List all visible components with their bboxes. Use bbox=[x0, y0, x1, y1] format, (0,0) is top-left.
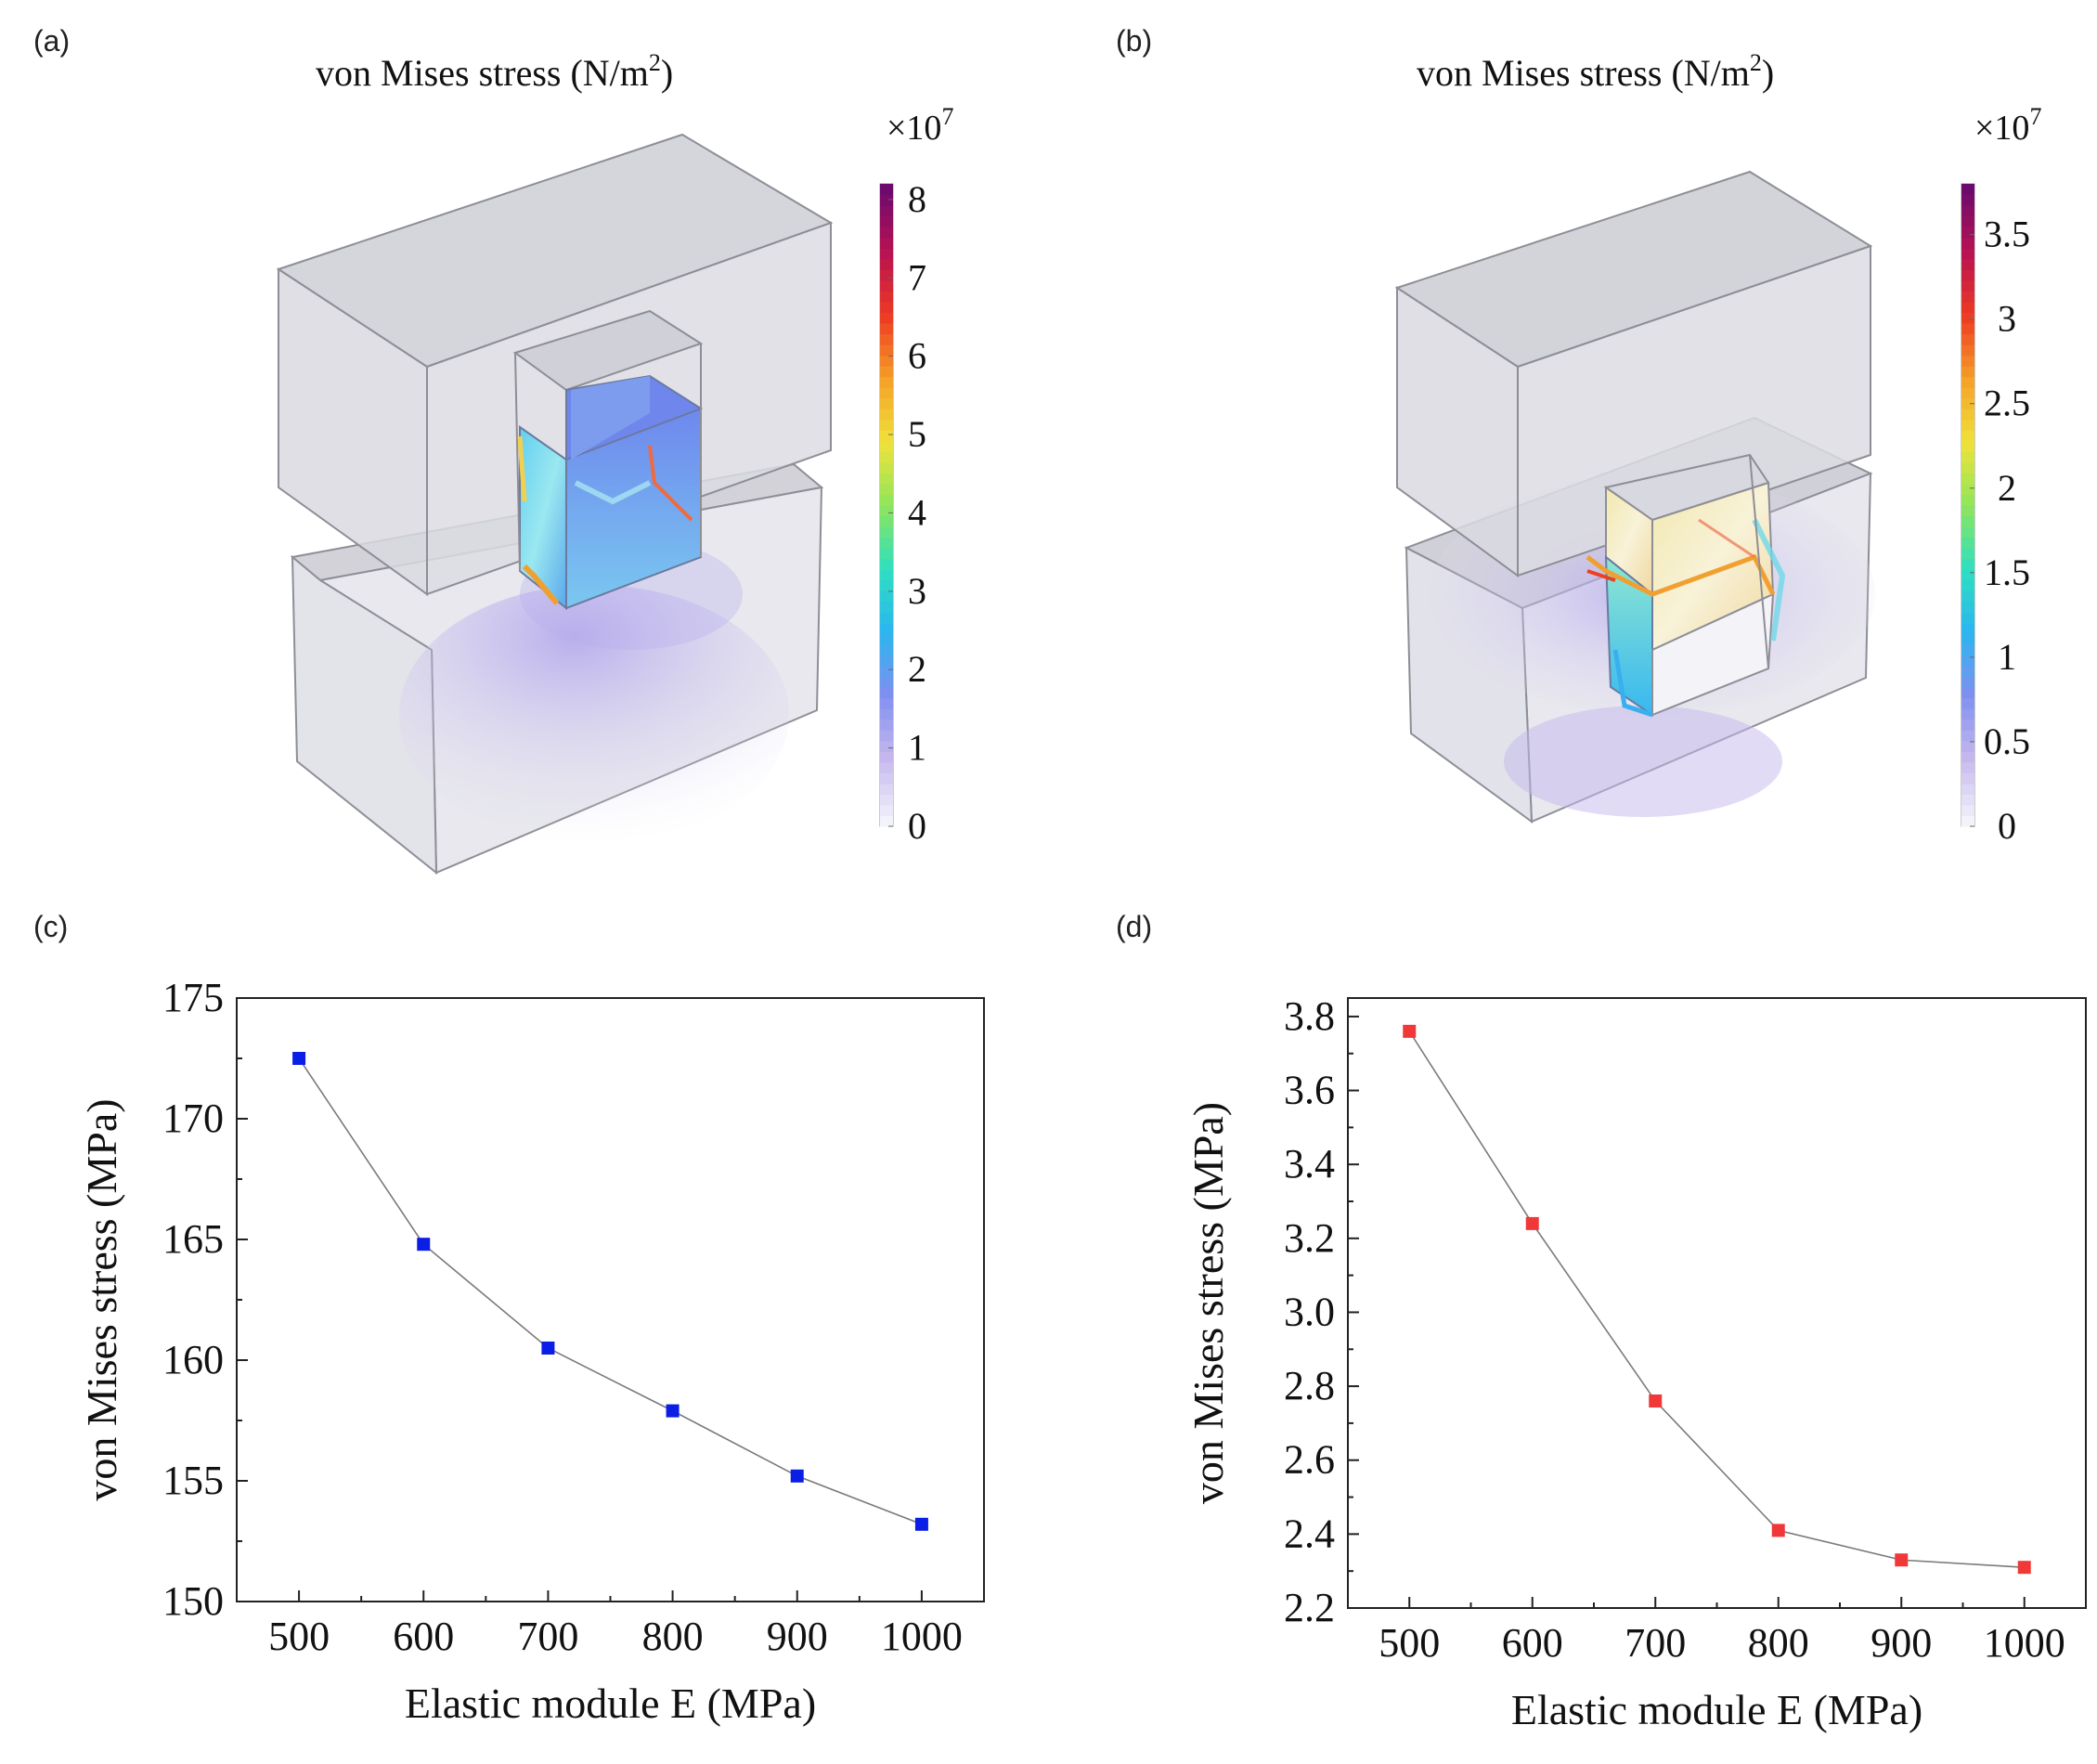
x-tick-label: 500 bbox=[268, 1614, 330, 1659]
title-b: von Mises stress (N/m2) bbox=[1417, 49, 1774, 94]
y-tick-label: 170 bbox=[162, 1096, 224, 1141]
colorbar-tick-label: 0 bbox=[1998, 805, 2016, 847]
y-tick-label: 3.8 bbox=[1284, 993, 1335, 1039]
panel-a: (a) bbox=[0, 0, 1049, 891]
y-tick-label: 2.8 bbox=[1284, 1363, 1335, 1408]
x-tick-label: 700 bbox=[1625, 1620, 1686, 1666]
data-point bbox=[1403, 1024, 1417, 1038]
y-tick-label: 3.2 bbox=[1284, 1215, 1335, 1261]
series-line bbox=[298, 1057, 923, 1525]
colorbar-tick-label: 7 bbox=[908, 256, 926, 298]
panel-label-c: (c) bbox=[33, 910, 69, 943]
x-tick-label: 1000 bbox=[1984, 1620, 2065, 1666]
x-tick-label: 900 bbox=[767, 1614, 828, 1659]
y-tick-label: 165 bbox=[162, 1216, 224, 1262]
chart-d: 500 600 700 800 900 1000 2.2 2.4 2.6 2.8 3.0 3.2 3.4… bbox=[1184, 993, 2087, 1733]
colorbar-tick-label: 2.5 bbox=[1984, 383, 2030, 424]
x-tick-label: 700 bbox=[517, 1614, 578, 1659]
y-tick-label: 150 bbox=[162, 1578, 224, 1624]
colorbar-b: 0 0.5 1 1.5 2 2.5 3 3.5 bbox=[1961, 183, 2030, 847]
stress-field-b: 0 0.5 1 1.5 2 2.5 3 3.5 ×107 von Mises stress (… bbox=[1394, 49, 2041, 847]
colorbar-tick-label: 5 bbox=[908, 413, 926, 455]
colorbar-tick-label: 2 bbox=[908, 648, 926, 690]
data-point bbox=[790, 1469, 804, 1483]
y-axis-label: von Mises stress (MPa) bbox=[1184, 1102, 1232, 1504]
colorbar-tick-label: 3.5 bbox=[1984, 214, 2030, 255]
x-tick-label: 1000 bbox=[881, 1614, 963, 1659]
panel-c: (c) 500 600 700 800 900 1000 150 155 160 165 170 17… bbox=[0, 891, 1049, 1759]
upper-block-left-b bbox=[1396, 286, 1519, 577]
colorbar-tick-label: 8 bbox=[908, 178, 926, 220]
colorbar-tick-label: 0 bbox=[908, 805, 926, 847]
data-point bbox=[666, 1404, 680, 1418]
data-point bbox=[541, 1342, 555, 1355]
x-tick-label: 800 bbox=[642, 1614, 704, 1659]
y-tick-label: 2.6 bbox=[1284, 1437, 1335, 1483]
colorbar-tick-label: 1 bbox=[1998, 636, 2016, 678]
plot-frame bbox=[236, 997, 985, 1602]
colorbar-tick-label: 1.5 bbox=[1984, 551, 2030, 593]
y-axis-label: von Mises stress (MPa) bbox=[78, 1098, 125, 1500]
colorbar-tick-label: 1 bbox=[908, 727, 926, 769]
colorbar-tick-label: 6 bbox=[908, 335, 926, 377]
y-tick-label: 160 bbox=[162, 1337, 224, 1382]
x-axis-label: Elastic module E (MPa) bbox=[405, 1680, 816, 1727]
panel-b: (b) bbox=[1049, 0, 2097, 891]
colorbar-tick-label: 4 bbox=[908, 491, 926, 533]
series-line bbox=[1408, 1031, 2025, 1568]
y-tick-label: 3.4 bbox=[1284, 1141, 1335, 1187]
x-tick-label: 600 bbox=[393, 1614, 454, 1659]
colorbar-tick-label: 3 bbox=[1998, 298, 2016, 340]
colorbar-multiplier-b: ×107 bbox=[1974, 103, 2041, 148]
data-point bbox=[2017, 1561, 2031, 1575]
data-point bbox=[1649, 1394, 1663, 1408]
plot-frame bbox=[1347, 997, 2087, 1609]
y-tick-label: 155 bbox=[162, 1458, 224, 1503]
colorbar-tick-label: 0.5 bbox=[1984, 720, 2030, 762]
data-point bbox=[1771, 1524, 1785, 1537]
colorbar-multiplier-a: ×107 bbox=[887, 103, 953, 148]
colorbar-tick-label: 3 bbox=[908, 570, 926, 612]
title-a: von Mises stress (N/m2) bbox=[316, 49, 673, 94]
data-point bbox=[1525, 1216, 1539, 1230]
colorbar-a: 0 1 2 3 4 5 6 7 8 bbox=[879, 178, 926, 847]
data-point bbox=[1895, 1553, 1909, 1567]
panel-label-a: (a) bbox=[33, 24, 71, 58]
data-point bbox=[417, 1238, 431, 1252]
upper-block-left-a bbox=[278, 267, 428, 596]
data-point bbox=[914, 1517, 928, 1531]
stress-field-a: 0 1 2 3 4 5 6 7 8 ×107 von Mises stress (N/m2) bbox=[276, 49, 953, 876]
colorbar-tick-label: 2 bbox=[1998, 467, 2016, 509]
panel-d: (d) 500 600 700 800 900 1000 2.2 2.4 2.6 2.8 3.0 3.… bbox=[1049, 891, 2097, 1759]
y-tick-label: 3.0 bbox=[1284, 1289, 1335, 1334]
x-tick-label: 800 bbox=[1748, 1620, 1809, 1666]
x-axis-label: Elastic module E (MPa) bbox=[1511, 1686, 1922, 1733]
y-tick-label: 2.4 bbox=[1284, 1511, 1335, 1556]
panel-label-b: (b) bbox=[1116, 24, 1153, 58]
x-tick-label: 900 bbox=[1870, 1620, 1932, 1666]
x-tick-label: 600 bbox=[1502, 1620, 1563, 1666]
panel-label-d: (d) bbox=[1116, 910, 1153, 943]
y-tick-label: 175 bbox=[162, 975, 224, 1020]
chart-c: 500 600 700 800 900 1000 150 155 160 165 170 175 Ela… bbox=[78, 975, 985, 1727]
x-tick-label: 500 bbox=[1379, 1620, 1440, 1666]
y-tick-label: 3.6 bbox=[1284, 1068, 1335, 1113]
y-tick-label: 2.2 bbox=[1284, 1585, 1335, 1630]
data-point bbox=[292, 1052, 306, 1065]
